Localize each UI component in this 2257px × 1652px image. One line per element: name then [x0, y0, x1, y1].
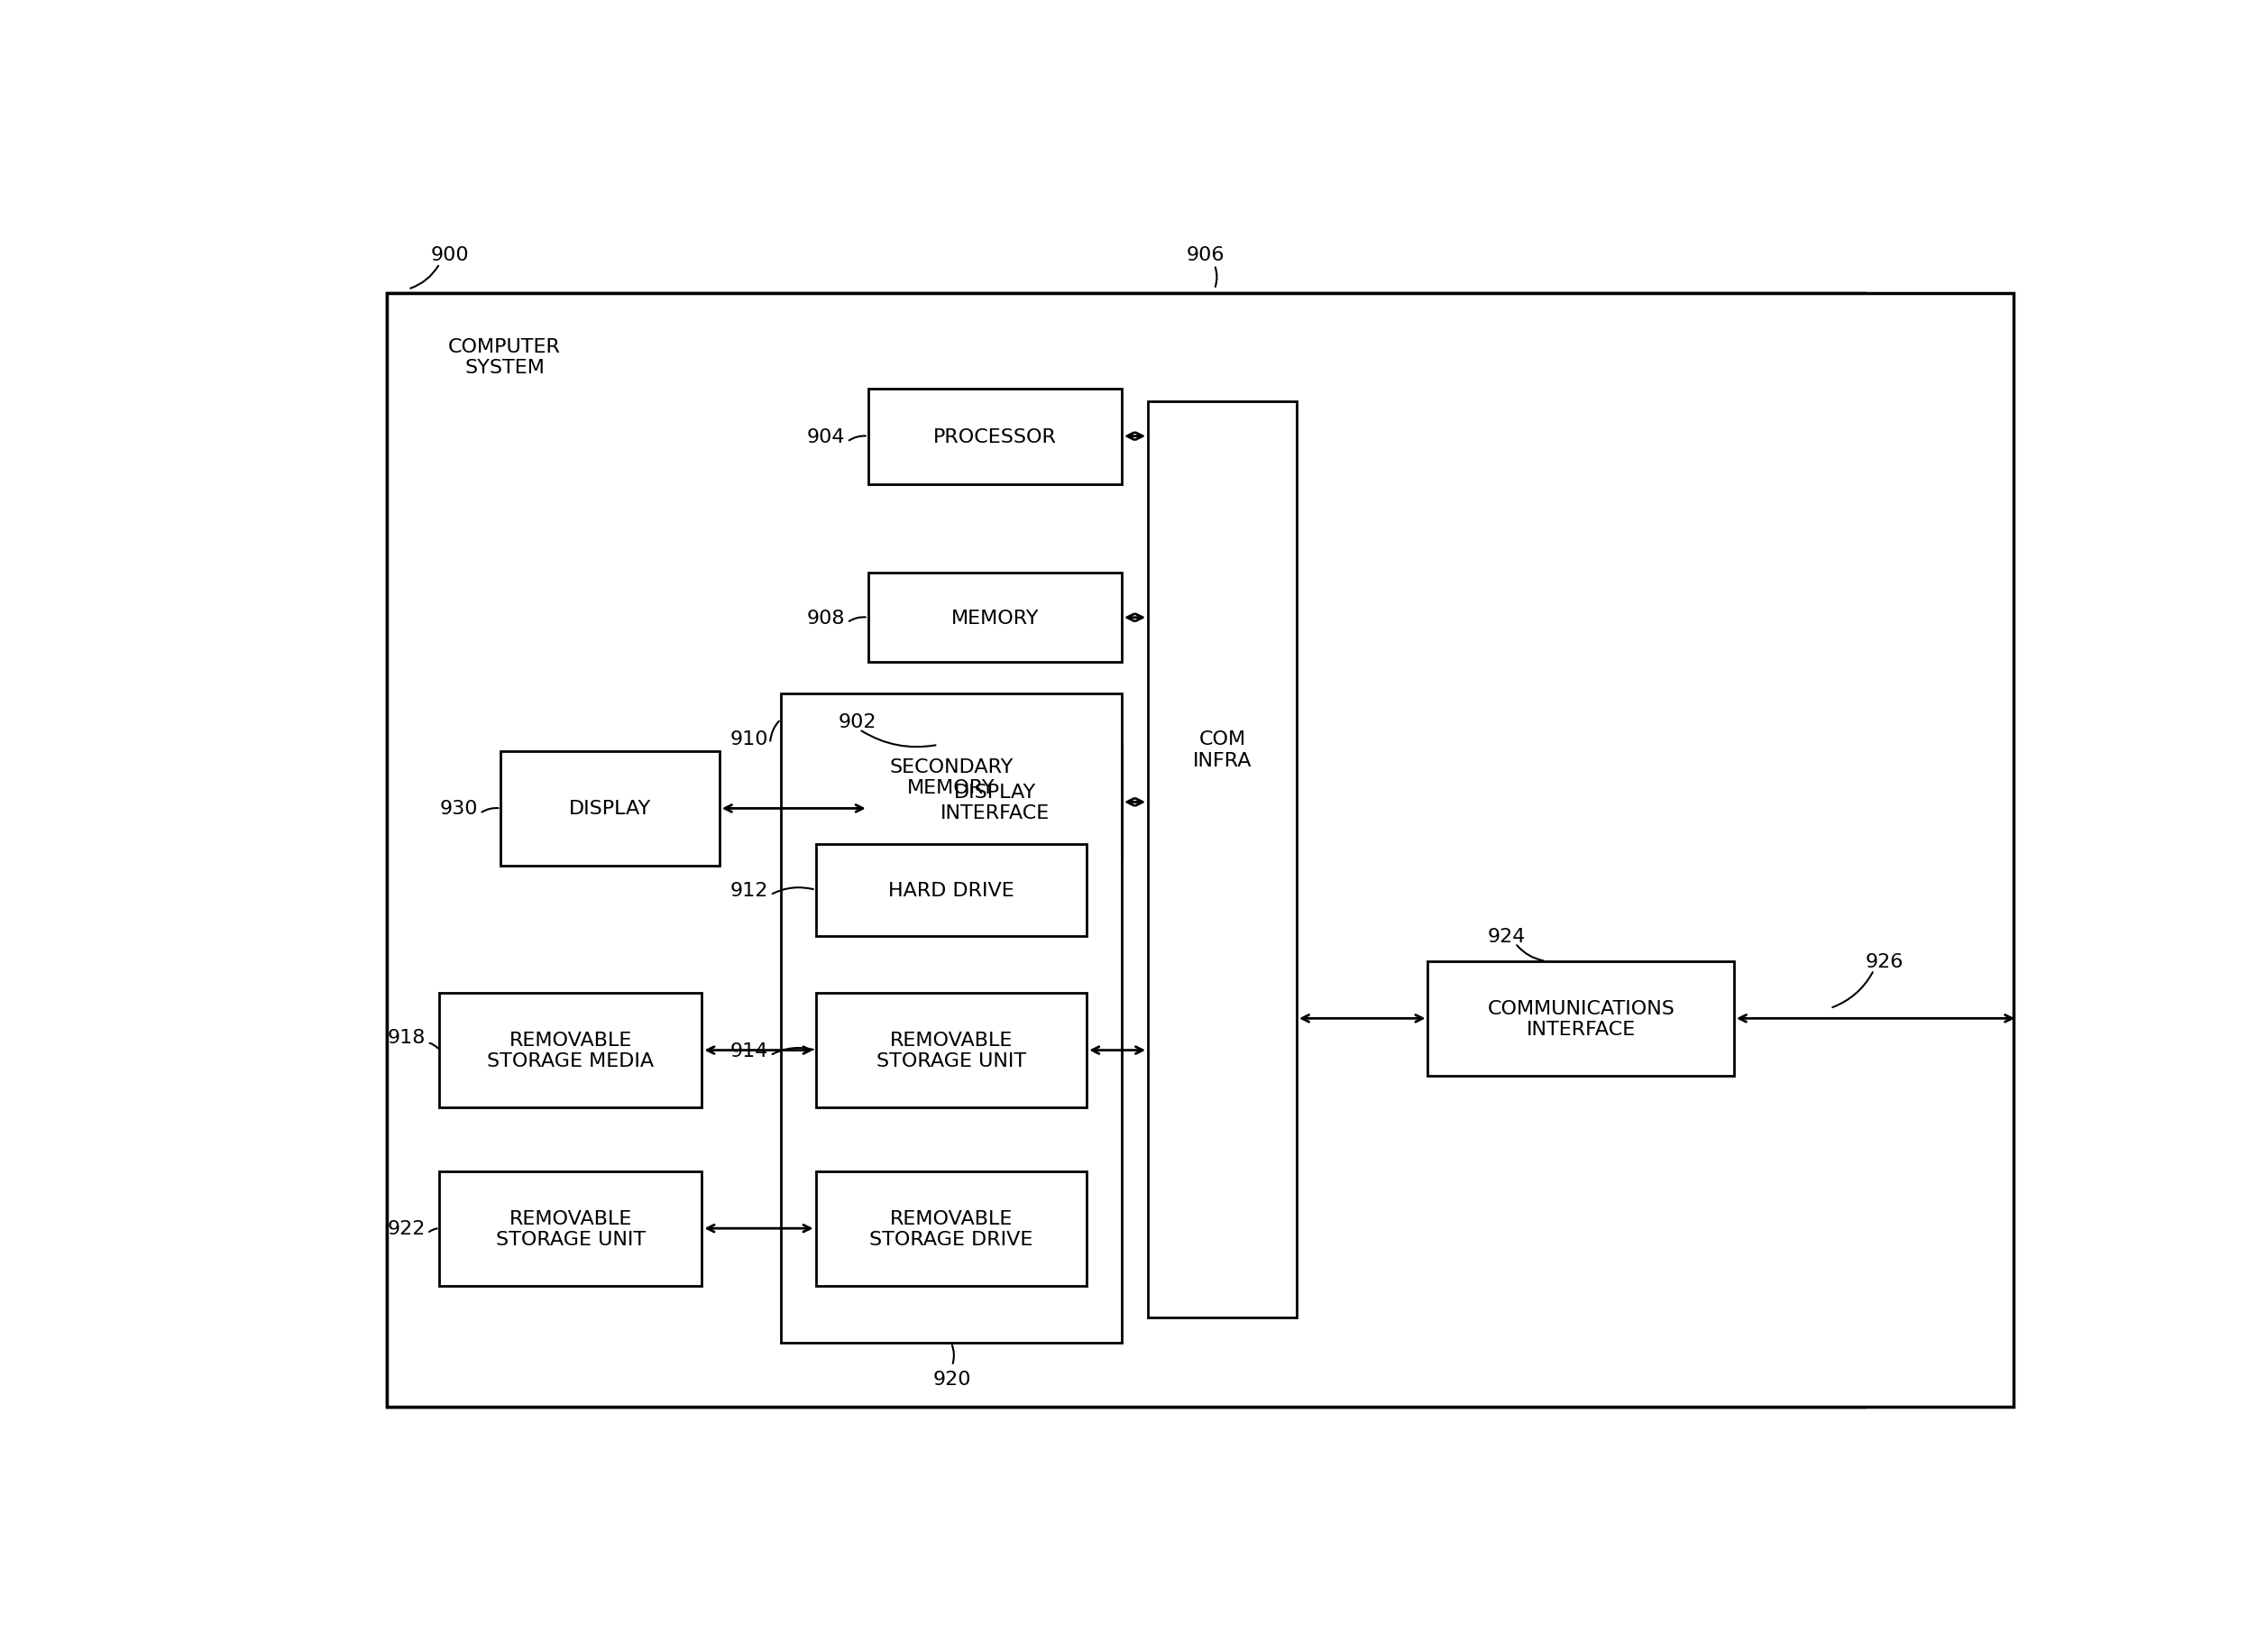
- Bar: [388, 294, 1864, 1408]
- FancyArrowPatch shape: [429, 1044, 438, 1049]
- Text: REMOVABLE
STORAGE UNIT: REMOVABLE STORAGE UNIT: [876, 1031, 1027, 1070]
- FancyArrowPatch shape: [849, 618, 867, 621]
- Bar: [815, 993, 1088, 1108]
- Bar: [815, 844, 1088, 937]
- Bar: [440, 1171, 702, 1285]
- Bar: [815, 1171, 1088, 1285]
- FancyArrowPatch shape: [1517, 945, 1544, 961]
- FancyArrowPatch shape: [483, 808, 499, 813]
- FancyArrowPatch shape: [772, 1047, 813, 1054]
- Bar: [869, 390, 1122, 484]
- Text: REMOVABLE
STORAGE DRIVE: REMOVABLE STORAGE DRIVE: [869, 1209, 1034, 1247]
- Bar: [1149, 401, 1298, 1318]
- Text: COM
INFRA: COM INFRA: [1192, 730, 1253, 770]
- Bar: [388, 294, 2013, 1408]
- Text: MEMORY: MEMORY: [950, 610, 1038, 628]
- Text: 902: 902: [837, 714, 876, 732]
- Text: PROCESSOR: PROCESSOR: [932, 428, 1056, 446]
- Text: 930: 930: [440, 800, 478, 818]
- Text: 900: 900: [431, 246, 469, 264]
- Bar: [869, 573, 1122, 662]
- Text: REMOVABLE
STORAGE UNIT: REMOVABLE STORAGE UNIT: [497, 1209, 646, 1247]
- Bar: [869, 745, 1122, 859]
- FancyArrowPatch shape: [411, 266, 438, 289]
- Text: HARD DRIVE: HARD DRIVE: [889, 881, 1013, 899]
- Text: 922: 922: [388, 1219, 427, 1237]
- Text: 906: 906: [1187, 246, 1226, 264]
- Bar: [781, 694, 1122, 1343]
- FancyArrowPatch shape: [849, 436, 867, 441]
- Text: 924: 924: [1487, 927, 1526, 945]
- Text: 914: 914: [731, 1041, 767, 1059]
- FancyArrowPatch shape: [770, 722, 779, 742]
- Text: REMOVABLE
STORAGE MEDIA: REMOVABLE STORAGE MEDIA: [488, 1031, 655, 1070]
- Text: COMMUNICATIONS
INTERFACE: COMMUNICATIONS INTERFACE: [1487, 999, 1675, 1037]
- FancyArrowPatch shape: [429, 1229, 438, 1232]
- Bar: [1429, 961, 1733, 1075]
- Text: DISPLAY
INTERFACE: DISPLAY INTERFACE: [941, 783, 1050, 823]
- FancyArrowPatch shape: [862, 732, 937, 747]
- Text: 910: 910: [729, 730, 767, 748]
- Text: DISPLAY: DISPLAY: [569, 800, 652, 818]
- FancyArrowPatch shape: [1833, 973, 1873, 1008]
- FancyArrowPatch shape: [772, 887, 813, 894]
- Text: 918: 918: [388, 1029, 427, 1047]
- Text: COMPUTER
SYSTEM: COMPUTER SYSTEM: [449, 337, 562, 377]
- Text: SECONDARY
MEMORY: SECONDARY MEMORY: [889, 758, 1013, 796]
- Text: 926: 926: [1864, 953, 1903, 970]
- Bar: [501, 752, 720, 866]
- Text: 904: 904: [808, 428, 846, 446]
- Text: 920: 920: [932, 1370, 971, 1388]
- Bar: [440, 993, 702, 1108]
- Text: 908: 908: [808, 610, 846, 628]
- Text: 912: 912: [731, 881, 767, 899]
